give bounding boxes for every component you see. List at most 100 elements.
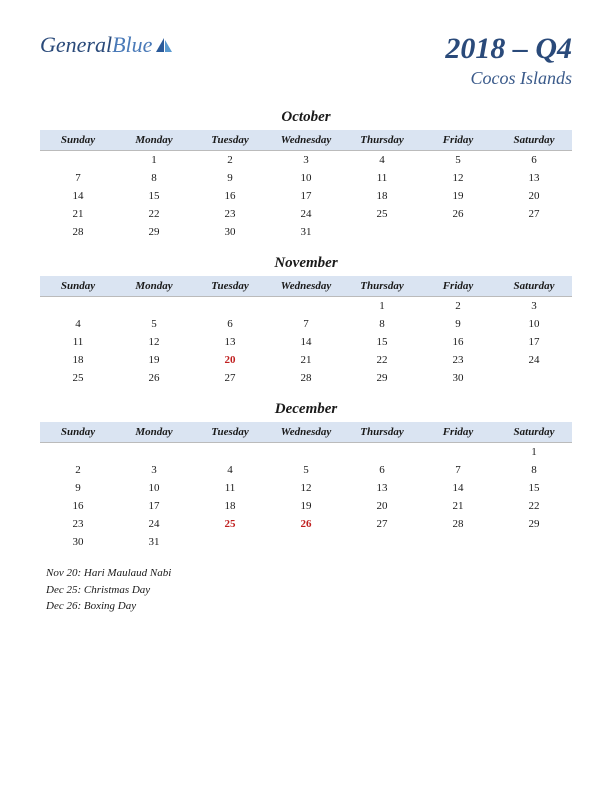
month-name: December xyxy=(40,401,572,418)
day-header: Wednesday xyxy=(268,276,344,297)
calendar-row: 18192021222324 xyxy=(40,351,572,369)
calendar-cell: 15 xyxy=(116,187,192,205)
region-subtitle: Cocos Islands xyxy=(445,68,572,89)
calendar-row: 16171819202122 xyxy=(40,497,572,515)
logo-part1: General xyxy=(40,32,112,57)
calendar-cell: 2 xyxy=(40,461,116,479)
calendar-cell xyxy=(268,533,344,551)
calendar-row: 28293031 xyxy=(40,223,572,241)
calendar-row: 23242526272829 xyxy=(40,515,572,533)
calendar-cell: 28 xyxy=(268,369,344,387)
calendar-row: 11121314151617 xyxy=(40,333,572,351)
months-container: OctoberSundayMondayTuesdayWednesdayThurs… xyxy=(40,109,572,551)
calendar-cell: 20 xyxy=(496,187,572,205)
day-header: Friday xyxy=(420,422,496,443)
calendar-cell: 14 xyxy=(40,187,116,205)
month-name: November xyxy=(40,255,572,272)
calendar-cell: 21 xyxy=(268,351,344,369)
calendar-cell: 4 xyxy=(192,461,268,479)
calendar-cell: 27 xyxy=(192,369,268,387)
calendar-cell: 25 xyxy=(344,205,420,223)
calendar-cell xyxy=(116,443,192,462)
calendar-row: 123456 xyxy=(40,151,572,170)
calendar-cell: 29 xyxy=(116,223,192,241)
month-block: NovemberSundayMondayTuesdayWednesdayThur… xyxy=(40,255,572,387)
calendar-cell: 17 xyxy=(116,497,192,515)
calendar-row: 2345678 xyxy=(40,461,572,479)
day-header: Friday xyxy=(420,130,496,151)
logo: GeneralBlue xyxy=(40,32,174,58)
calendar-cell: 11 xyxy=(40,333,116,351)
calendar-cell: 17 xyxy=(496,333,572,351)
calendar-cell: 11 xyxy=(192,479,268,497)
calendar-cell xyxy=(496,533,572,551)
quarter-title: 2018 – Q4 xyxy=(445,32,572,66)
day-header: Monday xyxy=(116,130,192,151)
calendar-cell: 11 xyxy=(344,169,420,187)
calendar-cell: 1 xyxy=(496,443,572,462)
title-block: 2018 – Q4 Cocos Islands xyxy=(445,32,572,89)
calendar-row: 14151617181920 xyxy=(40,187,572,205)
day-header: Thursday xyxy=(344,276,420,297)
day-header: Thursday xyxy=(344,130,420,151)
day-header: Wednesday xyxy=(268,130,344,151)
calendar-row: 123 xyxy=(40,297,572,316)
calendar-cell: 19 xyxy=(116,351,192,369)
calendar-cell: 10 xyxy=(116,479,192,497)
calendar-cell xyxy=(420,533,496,551)
day-header: Monday xyxy=(116,422,192,443)
day-header: Tuesday xyxy=(192,130,268,151)
calendar-cell: 28 xyxy=(40,223,116,241)
calendar-cell: 26 xyxy=(116,369,192,387)
calendar-cell xyxy=(192,533,268,551)
calendar-cell: 13 xyxy=(192,333,268,351)
calendar-cell xyxy=(268,443,344,462)
calendar-cell: 18 xyxy=(344,187,420,205)
calendar-cell: 19 xyxy=(420,187,496,205)
calendar-cell: 9 xyxy=(192,169,268,187)
day-header: Thursday xyxy=(344,422,420,443)
calendar-cell: 26 xyxy=(268,515,344,533)
calendar-cell xyxy=(192,443,268,462)
month-block: DecemberSundayMondayTuesdayWednesdayThur… xyxy=(40,401,572,551)
calendar-cell xyxy=(344,443,420,462)
calendar-cell: 7 xyxy=(40,169,116,187)
calendar-cell: 15 xyxy=(344,333,420,351)
calendar-cell: 12 xyxy=(420,169,496,187)
calendar-cell: 2 xyxy=(192,151,268,170)
calendar-cell: 8 xyxy=(496,461,572,479)
calendar-cell: 13 xyxy=(496,169,572,187)
calendar-cell: 17 xyxy=(268,187,344,205)
calendar-cell: 27 xyxy=(496,205,572,223)
calendar-cell: 12 xyxy=(268,479,344,497)
calendar-cell xyxy=(496,369,572,387)
calendar-cell: 10 xyxy=(268,169,344,187)
day-header: Sunday xyxy=(40,276,116,297)
calendar-cell: 12 xyxy=(116,333,192,351)
calendar-cell: 8 xyxy=(344,315,420,333)
calendar-row: 78910111213 xyxy=(40,169,572,187)
day-header: Saturday xyxy=(496,422,572,443)
day-header: Sunday xyxy=(40,130,116,151)
calendar-cell: 30 xyxy=(420,369,496,387)
day-header: Saturday xyxy=(496,276,572,297)
calendar-cell: 8 xyxy=(116,169,192,187)
calendar-cell xyxy=(116,297,192,316)
calendar-cell: 10 xyxy=(496,315,572,333)
calendar-cell xyxy=(420,443,496,462)
calendar-cell: 30 xyxy=(40,533,116,551)
calendar-cell: 24 xyxy=(116,515,192,533)
day-header: Tuesday xyxy=(192,422,268,443)
calendar-cell: 25 xyxy=(192,515,268,533)
day-header: Friday xyxy=(420,276,496,297)
logo-part2: Blue xyxy=(112,32,152,57)
calendar-cell: 15 xyxy=(496,479,572,497)
calendar-cell: 28 xyxy=(420,515,496,533)
calendar-cell: 31 xyxy=(268,223,344,241)
calendar-cell: 18 xyxy=(40,351,116,369)
calendar-cell: 6 xyxy=(192,315,268,333)
holiday-entry: Dec 26: Boxing Day xyxy=(46,598,572,615)
calendar-cell xyxy=(192,297,268,316)
calendar-cell xyxy=(40,443,116,462)
holidays-list: Nov 20: Hari Maulaud NabiDec 25: Christm… xyxy=(40,565,572,615)
